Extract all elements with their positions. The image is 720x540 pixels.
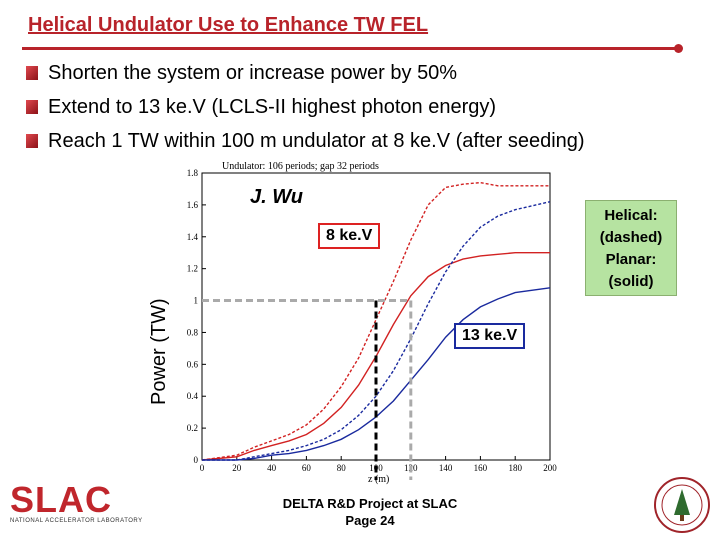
y-tick-label: 0.6 (187, 359, 199, 369)
footer-page: Page 24 (345, 513, 395, 528)
label-13kev: 13 ke.V (454, 323, 526, 349)
x-tick-label: 160 (474, 463, 488, 473)
title-rule (22, 47, 677, 50)
series-line (201, 181, 550, 461)
y-tick-label: 1.6 (187, 200, 199, 210)
x-tick-label: 140 (439, 463, 453, 473)
y-tick-label: 0.8 (187, 327, 199, 337)
legend-line: (dashed) (599, 229, 663, 246)
bullet-square-icon (26, 100, 38, 114)
university-seal-icon (654, 477, 710, 533)
y-tick-label: 0.4 (187, 391, 199, 401)
bullet-text: Reach 1 TW within 100 m undulator at 8 k… (48, 130, 585, 152)
x-tick-label: 0 (200, 463, 205, 473)
slac-logo-subtext: NATIONAL ACCELERATOR LABORATORY (10, 518, 143, 524)
footer-project: DELTA R&D Project at SLAC (282, 496, 458, 511)
footer: DELTA R&D Project at SLAC Page 24 (270, 495, 470, 529)
legend-line: Helical: (604, 207, 658, 224)
x-tick-label: 200 (543, 463, 557, 473)
x-axis-label: z (m) (368, 474, 389, 485)
title-rule-dot (674, 44, 683, 53)
author-label: J. Wu (250, 186, 303, 208)
x-tick-label: 180 (508, 463, 522, 473)
y-axis-label: Power (TW) (148, 298, 170, 405)
bullet-list: Shorten the system or increase power by … (26, 56, 585, 158)
y-tick-label: 1.4 (187, 232, 199, 242)
bullet-square-icon (26, 66, 38, 80)
legend-line: (solid) (608, 273, 654, 290)
y-tick-label: 0.2 (187, 423, 198, 433)
slac-logo-text: SLAC (10, 479, 112, 520)
series-line (202, 201, 551, 461)
y-tick-label: 0 (194, 455, 199, 465)
bullet-text: Extend to 13 ke.V (LCLS-II highest photo… (48, 96, 497, 118)
label-8kev: 8 ke.V (318, 223, 381, 249)
x-tick-label: 60 (302, 463, 312, 473)
slac-logo: SLAC NATIONAL ACCELERATOR LABORATORY (10, 479, 143, 525)
power-vs-z-chart: Undulator: 106 periods; gap 32 periods 0 2… (187, 161, 558, 485)
y-tick-label: 1.8 (187, 168, 199, 178)
x-tick-label: 40 (267, 463, 277, 473)
bullet-text: Shorten the system or increase power by … (48, 62, 458, 84)
x-tick-label: 20 (232, 463, 242, 473)
bullet-square-icon (26, 134, 38, 148)
legend-box: Helical: (dashed) Planar: (solid) (585, 200, 677, 296)
bullet-item: Reach 1 TW within 100 m undulator at 8 k… (26, 124, 585, 158)
y-tick-label: 1.2 (187, 264, 198, 274)
y-tick-label: 1 (194, 296, 199, 306)
legend-line: Planar: (605, 251, 657, 268)
chart-title: Undulator: 106 periods; gap 32 periods (222, 161, 379, 172)
x-tick-label: 80 (337, 463, 347, 473)
bullet-item: Shorten the system or increase power by … (26, 56, 585, 90)
slide-title: Helical Undulator Use to Enhance TW FEL (28, 14, 429, 36)
bullet-item: Extend to 13 ke.V (LCLS-II highest photo… (26, 90, 585, 124)
